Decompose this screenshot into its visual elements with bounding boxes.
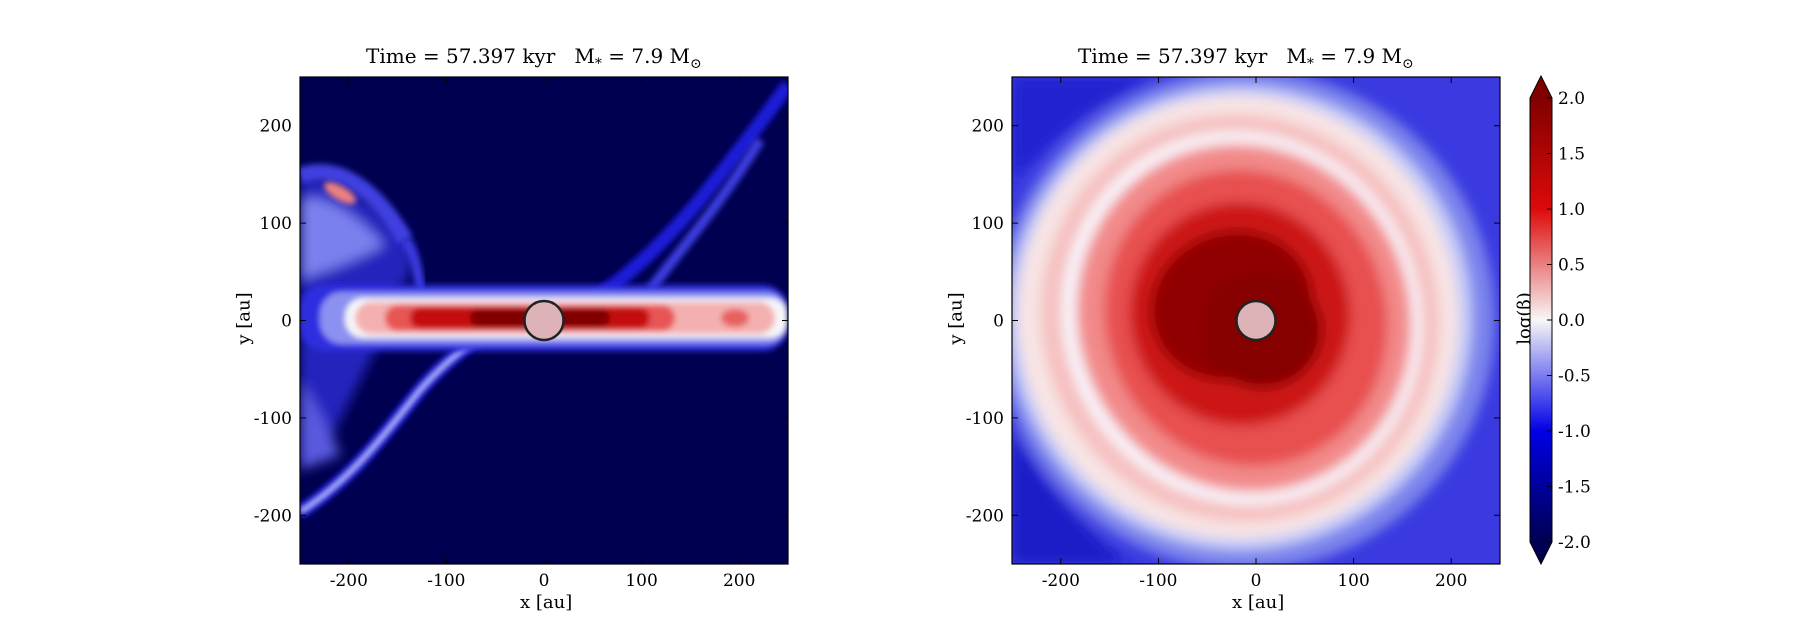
- panel-1-hotspot: [324, 182, 356, 204]
- panel-2-ytick-label: 100: [972, 214, 1004, 234]
- panel-1-ytick-label: 200: [260, 117, 292, 137]
- panel-2-ytick-label: -200: [966, 506, 1004, 526]
- panel-2-title-mass-sub: *: [1306, 56, 1314, 72]
- colorbar-tick-label: 0.5: [1558, 256, 1585, 276]
- panel-2-title-mass-value: = 7.9 M: [1320, 44, 1403, 68]
- panel-1-star-marker: [523, 299, 565, 342]
- panel-1-title-time: Time = 57.397 kyr: [366, 44, 556, 68]
- colorbar-tick-label: -1.0: [1558, 422, 1591, 442]
- colorbar-tick-label: -0.5: [1558, 367, 1591, 387]
- colorbar-tick-label: 1.0: [1558, 200, 1585, 220]
- colorbar-tick-label: 1.5: [1558, 145, 1585, 165]
- panel-2-xtick-label: 100: [1337, 571, 1369, 591]
- panel-1-x-axis-label: x [au]: [520, 592, 573, 613]
- panel-1-filament-right: [646, 137, 765, 294]
- panel-1-title-mass-sub: *: [594, 56, 602, 72]
- colorbar-extend-top: [1530, 76, 1552, 98]
- panel-1-xtick-label: 0: [539, 571, 550, 591]
- panel-2-ytick-label: 0: [993, 312, 1004, 332]
- panel-1-ytick-label: -100: [254, 409, 292, 429]
- colorbar-tick-label: -2.0: [1558, 533, 1591, 553]
- panel-2-xtick-label: 0: [1251, 571, 1262, 591]
- colorbar-tick-label: -1.5: [1558, 478, 1591, 498]
- panel-2-title-time: Time = 57.397 kyr: [1078, 44, 1268, 68]
- panel-1-ytick-label: -200: [254, 506, 292, 526]
- panel-2-title-mass-symbol: M: [1286, 44, 1307, 68]
- panel-1-title: Time = 57.397 kyr M* = 7.9 M⊙: [366, 44, 702, 72]
- panel-1-title-mass-value: = 7.9 M: [608, 44, 691, 68]
- colorbar-tick-label: 0.0: [1558, 311, 1585, 331]
- panel-2-xtick-label: -100: [1139, 571, 1177, 591]
- panel-2-title-sun-sub: ⊙: [1402, 56, 1414, 72]
- colorbar-extend-bottom: [1530, 542, 1552, 564]
- panel-1-filament-upper-left: [300, 164, 412, 244]
- panel-2-x-axis-label: x [au]: [1232, 592, 1285, 613]
- panel-2-xtick-label: -200: [1042, 571, 1080, 591]
- panel-2-title: Time = 57.397 kyr M* = 7.9 M⊙: [1078, 44, 1414, 72]
- panel-1-title-sun-sub: ⊙: [690, 56, 702, 72]
- panel-2-star-marker: [1235, 299, 1277, 342]
- panel-1-xtick-label: 100: [625, 571, 657, 591]
- tick-layer: -200 -100 0 100 200 -200 -100 0 100 200 -200 -100 0 1…: [254, 77, 1591, 591]
- colorbar-tick-label: 2.0: [1558, 89, 1585, 109]
- panel-2-xtick-label: 200: [1435, 571, 1467, 591]
- panel-2-ytick-label: -100: [966, 409, 1004, 429]
- panel-1-ytick-label: 100: [260, 214, 292, 234]
- panel-1-xtick-label: 200: [723, 571, 755, 591]
- panel-1-title-mass-symbol: M: [574, 44, 595, 68]
- panel-1-xtick-label: -200: [330, 571, 368, 591]
- panel-2-ytick-label: 200: [972, 117, 1004, 137]
- panel-1-heatmap: [300, 77, 788, 564]
- panel-2-heatmap: [1012, 77, 1500, 564]
- panel-1-xtick-label: -100: [427, 571, 465, 591]
- colorbar-gradient: [1530, 98, 1552, 542]
- panel-1-ytick-label: 0: [281, 312, 292, 332]
